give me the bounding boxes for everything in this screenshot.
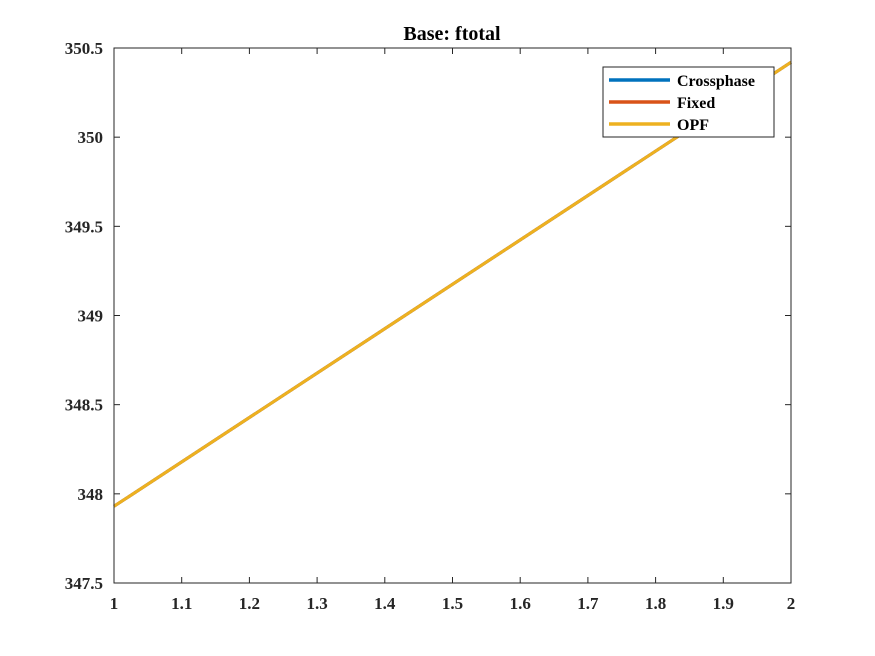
legend-label-crossphase: Crossphase [677,73,755,90]
x-tick-label: 1.1 [171,594,192,613]
x-tick-label: 1.7 [577,594,599,613]
x-tick-label: 1.6 [510,594,531,613]
x-tick-label: 1.4 [374,594,396,613]
legend-label-fixed: Fixed [677,95,715,112]
legend: Crossphase Fixed OPF [602,66,775,138]
y-tick-label: 349 [78,307,104,326]
y-tick-label: 348 [78,485,104,504]
x-tick-label: 1.3 [306,594,327,613]
y-tick-label: 348.5 [65,396,103,415]
x-tick-label: 1 [110,594,119,613]
chart-title: Base: ftotal [403,23,501,45]
y-tick-label: 350 [78,128,104,147]
x-tick-label: 1.9 [713,594,734,613]
y-tick-label: 347.5 [65,574,103,593]
x-tick-label: 1.2 [239,594,260,613]
y-tick-label: 350.5 [65,39,103,58]
axis-ticks: 1 1.1 1.2 1.3 1.4 1.5 1.6 1.7 1.8 1.9 2 347.5 348 348… [65,39,796,613]
axes-box [113,47,792,584]
legend-label-opf: OPF [677,117,709,134]
y-tick-label: 349.5 [65,217,103,236]
x-tick-label: 2 [787,594,796,613]
x-tick-label: 1.8 [645,594,666,613]
x-tick-label: 1.5 [442,594,463,613]
